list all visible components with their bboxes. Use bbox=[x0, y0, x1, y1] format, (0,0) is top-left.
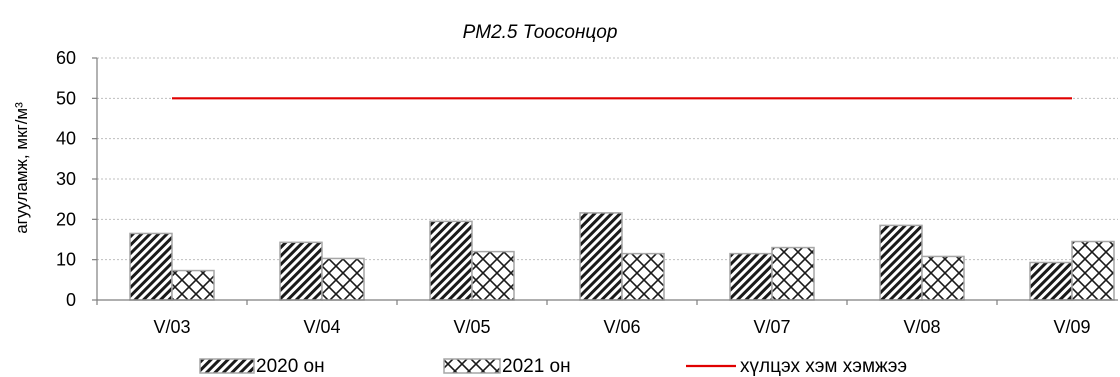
bar-2021-V/06 bbox=[621, 252, 665, 301]
x-tick-label: V/06 bbox=[603, 317, 640, 337]
bar-2021-V/05 bbox=[471, 250, 515, 301]
axes bbox=[92, 57, 1118, 305]
y-tick-label: 50 bbox=[56, 88, 76, 108]
legend-swatch-2020 bbox=[199, 358, 255, 374]
legend-label-2021: 2021 он bbox=[502, 356, 571, 377]
x-tick-label: V/05 bbox=[453, 317, 490, 337]
x-tick-label: V/09 bbox=[1053, 317, 1090, 337]
x-tick-labels: V/03 V/04 V/05 V/06 V/07 V/08 V/09 bbox=[153, 317, 1090, 337]
bar-2021-V/07 bbox=[771, 246, 815, 301]
bar-2021-V/03 bbox=[171, 269, 215, 301]
y-tick-label: 0 bbox=[66, 290, 76, 310]
legend-label-2020: 2020 он bbox=[256, 356, 325, 377]
bar-2020-V/06 bbox=[579, 212, 623, 301]
x-tick-label: V/08 bbox=[903, 317, 940, 337]
x-tick-label: V/03 bbox=[153, 317, 190, 337]
bar-2020-V/04 bbox=[279, 241, 323, 301]
chart-title: PM2.5 Тоосонцор bbox=[463, 22, 618, 43]
x-tick-label: V/07 bbox=[753, 317, 790, 337]
legend: 2020 он 2021 он хүлцэх хэм хэмжээ bbox=[199, 356, 907, 377]
y-tick-label: 60 bbox=[56, 48, 76, 68]
x-tick-label: V/04 bbox=[303, 317, 340, 337]
y-tick-label: 10 bbox=[56, 250, 76, 270]
bar-2021-V/04 bbox=[321, 257, 365, 301]
bar-2021-V/08 bbox=[921, 255, 965, 301]
bar-2020-V/03 bbox=[129, 232, 173, 301]
y-tick-label: 20 bbox=[56, 209, 76, 229]
bars bbox=[129, 212, 1115, 301]
bar-2020-V/05 bbox=[429, 220, 473, 301]
y-tick-labels: 0 10 20 30 40 50 60 bbox=[56, 48, 76, 310]
bar-2020-V/07 bbox=[729, 252, 773, 301]
y-axis-label: агууламж, мкг/м³ bbox=[12, 102, 31, 234]
bar-2021-V/09 bbox=[1071, 240, 1115, 301]
bar-2020-V/08 bbox=[879, 224, 923, 301]
y-tick-label: 40 bbox=[56, 129, 76, 149]
legend-label-limit: хүлцэх хэм хэмжээ bbox=[740, 356, 907, 377]
bar-2020-V/09 bbox=[1029, 261, 1073, 301]
y-tick-label: 30 bbox=[56, 169, 76, 189]
legend-swatch-2021 bbox=[443, 358, 501, 374]
